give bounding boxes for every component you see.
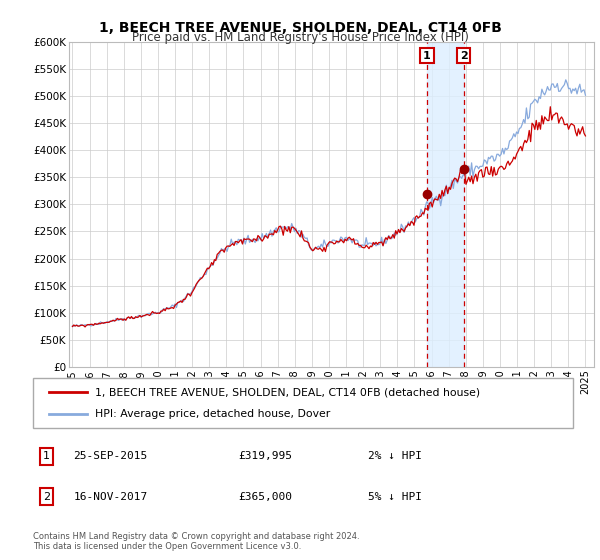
Text: £319,995: £319,995: [238, 451, 292, 461]
Text: 16-NOV-2017: 16-NOV-2017: [74, 492, 148, 502]
Text: Contains HM Land Registry data © Crown copyright and database right 2024.: Contains HM Land Registry data © Crown c…: [33, 532, 359, 541]
FancyBboxPatch shape: [33, 378, 573, 428]
Text: 1: 1: [423, 50, 431, 60]
Text: 25-SEP-2015: 25-SEP-2015: [74, 451, 148, 461]
Text: 5% ↓ HPI: 5% ↓ HPI: [368, 492, 422, 502]
Bar: [427, 42, 464, 367]
Text: Price paid vs. HM Land Registry's House Price Index (HPI): Price paid vs. HM Land Registry's House …: [131, 31, 469, 44]
Text: 1, BEECH TREE AVENUE, SHOLDEN, DEAL, CT14 0FB: 1, BEECH TREE AVENUE, SHOLDEN, DEAL, CT1…: [98, 21, 502, 35]
Text: 1, BEECH TREE AVENUE, SHOLDEN, DEAL, CT14 0FB (detached house): 1, BEECH TREE AVENUE, SHOLDEN, DEAL, CT1…: [95, 387, 480, 397]
Text: This data is licensed under the Open Government Licence v3.0.: This data is licensed under the Open Gov…: [33, 542, 301, 551]
Text: 2% ↓ HPI: 2% ↓ HPI: [368, 451, 422, 461]
Text: £365,000: £365,000: [238, 492, 292, 502]
Text: 2: 2: [43, 492, 50, 502]
Text: 2: 2: [460, 50, 467, 60]
Text: HPI: Average price, detached house, Dover: HPI: Average price, detached house, Dove…: [95, 409, 331, 419]
Text: 1: 1: [43, 451, 50, 461]
